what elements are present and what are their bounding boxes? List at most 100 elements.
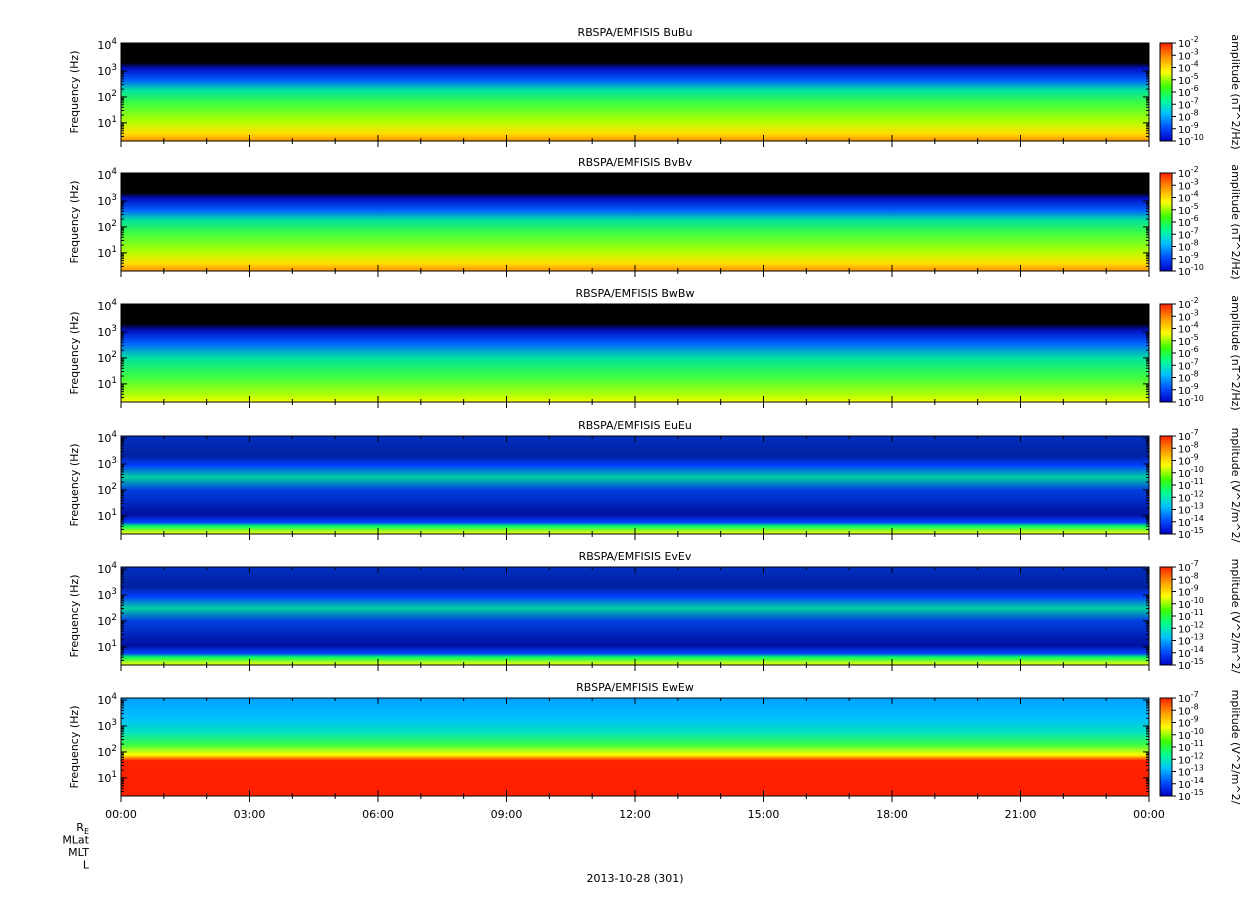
colorbar-tick-label: 10-12 [1178,489,1204,504]
colorbar-tick-label: 10-4 [1178,60,1199,75]
colorbar-tick-label: 10-10 [1178,133,1204,148]
colorbar-tick-label: 10-12 [1178,751,1204,766]
colorbar-label: mplitude (V^2/m^2/ [1229,559,1242,674]
colorbar-tick-label: 10-3 [1178,47,1199,62]
spectrogram-image [121,567,1149,665]
colorbar-tick-label: 10-6 [1178,345,1199,360]
spectrogram-image [121,698,1149,796]
colorbar-tick-label: 10-13 [1178,502,1204,517]
colorbar-tick-label: 10-5 [1178,333,1199,348]
spectrogram-panel: RBSPA/EMFISIS EwEw 101 102 103 104 Frequency … [68,681,1242,805]
colorbar-tick-label: 10-3 [1178,177,1199,192]
x-tick-label: 21:00 [1005,808,1037,821]
colorbar-tick-label: 10-14 [1178,645,1204,660]
y-tick-label: 101 [97,376,117,391]
colorbar-tick-label: 10-2 [1178,296,1199,311]
colorbar [1159,172,1173,272]
y-tick-label: 102 [97,744,117,759]
x-tick-label: 00:00 [105,808,137,821]
colorbar [1159,697,1173,797]
colorbar-tick-label: 10-10 [1178,263,1204,278]
colorbar-tick-label: 10-12 [1178,620,1204,635]
colorbar-tick-label: 10-2 [1178,165,1199,180]
panel-title: RBSPA/EMFISIS BuBu [578,26,693,39]
ephemeris-label: RE [76,821,89,836]
colorbar-tick-label: 10-10 [1178,596,1204,611]
ephemeris-label: MLT [68,846,89,859]
colorbar-tick-label: 10-7 [1178,690,1199,705]
colorbar-tick-label: 10-7 [1178,96,1199,111]
colorbar [1159,435,1173,535]
x-tick-label: 03:00 [234,808,266,821]
x-tick-label: 09:00 [491,808,523,821]
colorbar-tick-label: 10-9 [1178,715,1199,730]
colorbar-tick-label: 10-11 [1178,477,1204,492]
colorbar-tick-label: 10-9 [1178,453,1199,468]
date-label: 2013-10-28 (301) [586,872,683,885]
colorbar-label: amplitude (nT^2/Hz) [1229,164,1242,279]
colorbar-tick-label: 10-14 [1178,776,1204,791]
colorbar-tick-label: 10-15 [1178,657,1204,672]
y-tick-label: 104 [97,298,117,313]
colorbar-tick-label: 10-15 [1178,526,1204,541]
spectrogram-panel: RBSPA/EMFISIS BwBw 101 102 103 104 Frequency … [68,287,1242,411]
y-axis-label: Frequency (Hz) [68,444,81,527]
colorbar-tick-label: 10-10 [1178,465,1204,480]
x-tick-label: 15:00 [748,808,780,821]
colorbar-tick-label: 10-9 [1178,251,1199,266]
colorbar-tick-label: 10-11 [1178,739,1204,754]
colorbar-tick-label: 10-14 [1178,514,1204,529]
colorbar-tick-label: 10-8 [1178,571,1199,586]
colorbar-tick-label: 10-5 [1178,202,1199,217]
colorbar-tick-label: 10-7 [1178,226,1199,241]
spectrogram-image [121,173,1149,271]
colorbar-label: mplitude (V^2/m^2/ [1229,428,1242,543]
panel-title: RBSPA/EMFISIS EwEw [576,681,694,694]
spectrogram-panel: RBSPA/EMFISIS EuEu 101 102 103 104 Frequency … [68,419,1242,543]
colorbar-tick-label: 10-8 [1178,239,1199,254]
spectrogram-image [121,304,1149,402]
y-tick-label: 104 [97,430,117,445]
y-tick-label: 104 [97,692,117,707]
y-tick-label: 104 [97,37,117,52]
y-tick-label: 101 [97,639,117,654]
y-tick-label: 102 [97,219,117,234]
spectrogram-image [121,436,1149,534]
colorbar-tick-label: 10-4 [1178,321,1199,336]
colorbar-tick-label: 10-6 [1178,84,1199,99]
colorbar [1159,42,1173,142]
panel-title: RBSPA/EMFISIS BwBw [576,287,695,300]
colorbar-tick-label: 10-15 [1178,788,1204,803]
panel-title: RBSPA/EMFISIS EvEv [579,550,692,563]
spectrogram-panel: RBSPA/EMFISIS BuBu 101 102 103 104 Frequency … [68,26,1242,150]
y-tick-label: 104 [97,167,117,182]
y-tick-label: 102 [97,89,117,104]
ephemeris-label: MLat [62,834,89,847]
x-tick-label: 06:00 [362,808,394,821]
y-tick-label: 103 [97,587,117,602]
y-tick-label: 101 [97,770,117,785]
y-axis-label: Frequency (Hz) [68,51,81,134]
colorbar-tick-label: 10-5 [1178,72,1199,87]
ephemeris-label: L [83,859,90,872]
colorbar-tick-label: 10-8 [1178,702,1199,717]
colorbar-tick-label: 10-4 [1178,190,1199,205]
colorbar-label: amplitude (nT^2/Hz) [1229,295,1242,410]
x-tick-label: 12:00 [619,808,651,821]
colorbar-label: mplitude (V^2/m^2/ [1229,690,1242,805]
colorbar-tick-label: 10-9 [1178,584,1199,599]
panel-title: RBSPA/EMFISIS BvBv [578,156,692,169]
y-tick-label: 102 [97,613,117,628]
y-tick-label: 104 [97,561,117,576]
colorbar-tick-label: 10-7 [1178,428,1199,443]
y-axis-label: Frequency (Hz) [68,575,81,658]
colorbar [1159,566,1173,666]
y-axis-label: Frequency (Hz) [68,312,81,395]
x-tick-label: 00:00 [1133,808,1165,821]
x-tick-label: 18:00 [876,808,908,821]
y-tick-label: 103 [97,193,117,208]
colorbar-tick-label: 10-7 [1178,559,1199,574]
colorbar-tick-label: 10-10 [1178,394,1204,409]
colorbar-tick-label: 10-8 [1178,109,1199,124]
